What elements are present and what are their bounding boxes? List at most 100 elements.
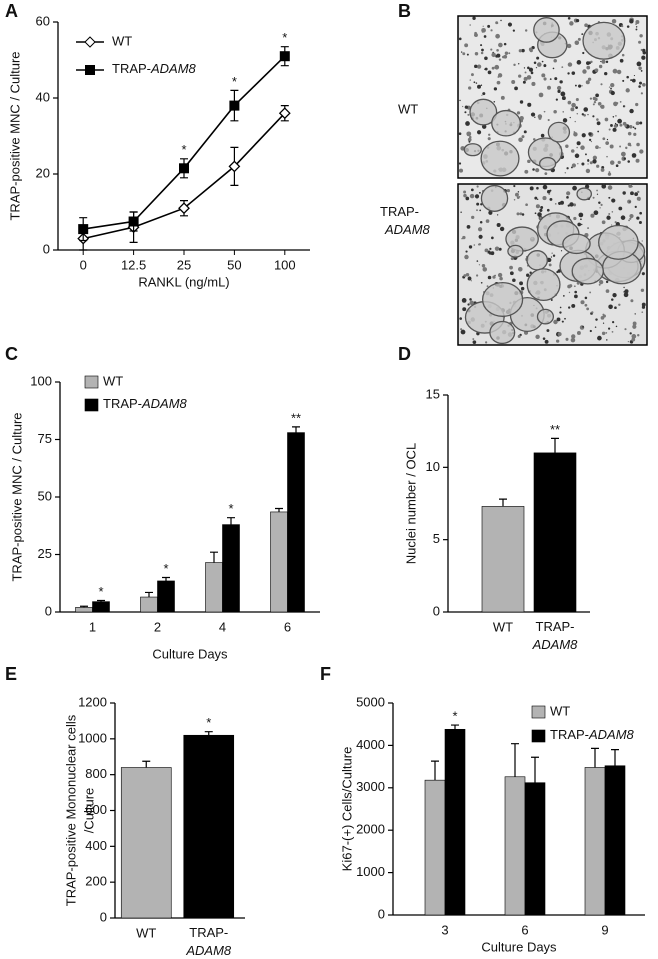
texture-dot xyxy=(629,201,631,203)
texture-dot xyxy=(479,220,483,224)
texture-dot xyxy=(576,331,581,335)
texture-dot xyxy=(541,60,544,63)
texture-dot xyxy=(599,147,601,149)
cell xyxy=(469,98,498,126)
texture-dot xyxy=(547,118,550,122)
texture-dot xyxy=(637,334,640,337)
texture-dot xyxy=(544,339,549,344)
texture-dot xyxy=(556,317,561,322)
texture-dot xyxy=(513,184,516,188)
texture-dot xyxy=(596,193,599,195)
texture-dot xyxy=(565,337,569,341)
bar xyxy=(533,452,577,613)
texture-dot xyxy=(521,213,525,216)
texture-dot xyxy=(561,96,566,101)
x-tick-label: 6 xyxy=(284,619,291,634)
texture-dot xyxy=(606,138,609,141)
texture-dot xyxy=(519,281,524,286)
texture-dot xyxy=(605,331,608,334)
texture-dot xyxy=(478,264,481,266)
legend-swatch xyxy=(84,375,99,389)
texture-dot xyxy=(631,78,636,83)
texture-dot xyxy=(590,213,595,218)
texture-dot xyxy=(498,58,502,61)
texture-dot xyxy=(592,115,595,118)
texture-dot xyxy=(517,63,520,65)
cell xyxy=(526,250,548,271)
texture-dot xyxy=(463,190,467,194)
texture-dot xyxy=(634,205,637,209)
texture-dot xyxy=(530,71,534,75)
texture-dot xyxy=(554,77,558,81)
texture-dot xyxy=(517,334,521,338)
texture-dot xyxy=(488,133,491,136)
significance: * xyxy=(181,142,186,157)
texture-dot xyxy=(565,144,569,149)
error-bar xyxy=(162,576,170,581)
texture-dot xyxy=(587,159,590,162)
error-bar xyxy=(80,605,88,608)
texture-dot xyxy=(635,158,640,163)
texture-dot xyxy=(492,275,496,279)
texture-dot xyxy=(552,67,555,70)
texture-dot xyxy=(581,85,583,87)
cell xyxy=(539,156,557,171)
texture-dot xyxy=(464,111,467,114)
texture-dot xyxy=(597,101,602,106)
legend-swatch xyxy=(531,705,546,719)
texture-dot xyxy=(543,64,547,68)
texture-dot xyxy=(577,222,582,227)
texture-dot xyxy=(621,53,625,57)
texture-dot xyxy=(502,55,505,59)
texture-dot xyxy=(575,19,580,23)
texture-dot xyxy=(573,132,578,137)
texture-dot xyxy=(640,288,645,292)
texture-dot xyxy=(576,113,579,115)
texture-dot xyxy=(581,133,586,138)
texture-dot xyxy=(573,285,576,288)
texture-dot xyxy=(560,91,566,97)
texture-dot xyxy=(472,338,475,341)
texture-dot xyxy=(594,326,597,328)
texture-dot xyxy=(470,280,472,282)
marker xyxy=(179,163,189,174)
y-axis-label: TRAP-positive Mononuclear cells xyxy=(63,714,78,906)
marker xyxy=(279,51,290,62)
texture-dot xyxy=(636,61,642,67)
texture-dot xyxy=(463,274,467,278)
texture-dot xyxy=(631,153,637,158)
texture-dot xyxy=(571,163,576,168)
panel-letter: F xyxy=(320,664,331,684)
texture-dot xyxy=(618,206,623,211)
texture-dot xyxy=(463,193,467,198)
texture-dot xyxy=(638,85,641,88)
texture-dot xyxy=(601,220,606,225)
texture-dot xyxy=(624,328,627,331)
texture-dot xyxy=(548,192,551,195)
error-bar xyxy=(275,507,283,512)
texture-dot xyxy=(556,339,560,343)
texture-dot xyxy=(475,274,479,277)
texture-dot xyxy=(496,214,499,216)
texture-dot xyxy=(640,92,643,95)
texture-dot xyxy=(601,165,605,169)
texture-dot xyxy=(613,101,618,107)
texture-dot xyxy=(608,171,611,173)
texture-dot xyxy=(489,247,492,250)
texture-dot xyxy=(606,215,611,220)
texture-dot xyxy=(612,320,615,324)
texture-dot xyxy=(574,40,580,46)
legend-label: WT xyxy=(112,33,132,48)
texture-dot xyxy=(585,80,590,85)
texture-dot xyxy=(627,142,632,147)
texture-dot xyxy=(557,89,561,93)
cell xyxy=(489,320,516,345)
texture-dot xyxy=(519,212,523,216)
texture-dot xyxy=(568,291,571,294)
texture-dot xyxy=(493,100,496,103)
texture-dot xyxy=(472,16,476,20)
significance: * xyxy=(282,30,287,45)
texture-dot xyxy=(476,209,478,212)
texture-dot xyxy=(605,60,609,64)
texture-dot xyxy=(526,75,532,80)
